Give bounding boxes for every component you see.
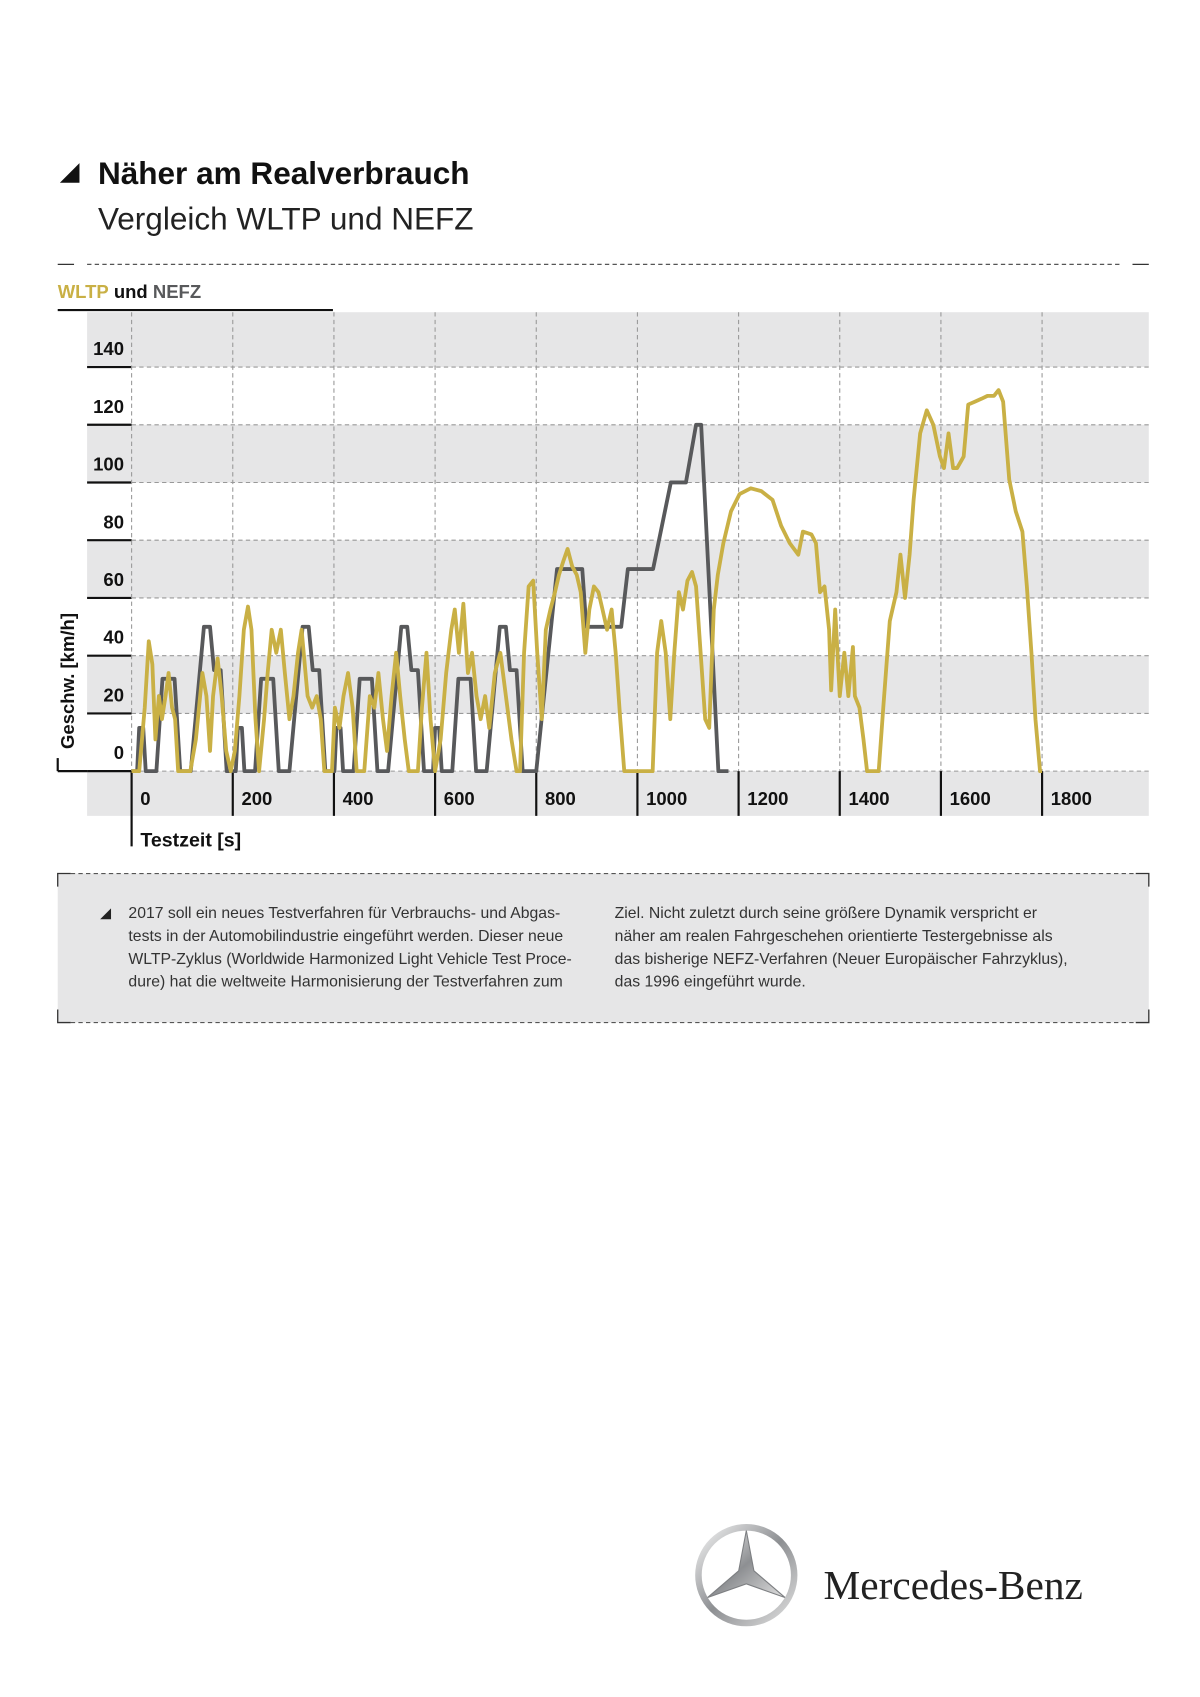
info-line: das 1996 eingeführt wurde. [615,974,806,991]
info-line: tests in der Automobilindustrie eingefüh… [128,928,563,945]
info-line: das bisherige NEFZ-Verfahren (Neuer Euro… [615,951,1068,968]
band [87,424,1149,483]
band [87,771,1149,816]
band [87,540,1149,598]
x-tick-label: 0 [140,788,150,809]
legend-entry: WLTP [58,281,109,302]
info-line: näher am realen Fahrgeschehen orientiert… [615,928,1053,945]
x-tick-label: 400 [343,788,374,809]
legend: WLTP und NEFZ [58,281,201,302]
info-marker [100,908,112,920]
y-tick-label: 120 [93,396,124,417]
info-corners [57,872,1150,1024]
title: Näher am Realverbrauch [98,155,470,191]
y-tick-label: 60 [103,569,124,590]
y-tick-label: 100 [93,454,124,475]
logo-ring [695,1524,798,1627]
logo-star [707,1530,786,1598]
info-line: dure) hat die weltweite Harmonisierung d… [128,974,562,991]
info-line: WLTP-Zyklus (Worldwide Harmonized Light … [128,951,571,968]
legend-joiner: und [114,281,148,302]
info-line: Ziel. Nicht zuletzt durch seine größere … [615,905,1037,922]
y-axis-label: Geschw. [km/h] [57,613,78,749]
x-axis-label: Testzeit [s] [140,829,241,851]
info-text: 2017 soll ein neues Testverfahren für Ve… [128,905,1067,991]
x-tick-label: 1600 [950,788,991,809]
y-tick-label: 140 [93,338,124,359]
x-tick-label: 1800 [1051,788,1092,809]
x-tick-label: 800 [545,788,576,809]
x-tick-label: 1200 [747,788,788,809]
logo: Mercedes-Benz [695,1524,1083,1627]
subtitle: Vergleich WLTP und NEFZ [98,201,474,237]
logo-text: Mercedes-Benz [824,1562,1083,1608]
legend-entry: NEFZ [153,281,201,302]
x-tick-label: 600 [444,788,475,809]
y-tick-label: 0 [114,742,124,763]
x-tick-label: 200 [241,788,272,809]
y-tick-label: 20 [103,684,124,705]
info-box [57,873,1149,1023]
x-tick-label: 1400 [848,788,889,809]
x-tick-label: 1000 [646,788,687,809]
y-tick-label: 80 [103,511,124,532]
series-line [131,388,1043,774]
y-tick-label: 40 [103,627,124,648]
title-marker [59,163,80,183]
band [87,312,1149,368]
info-line: 2017 soll ein neues Testverfahren für Ve… [128,905,560,922]
